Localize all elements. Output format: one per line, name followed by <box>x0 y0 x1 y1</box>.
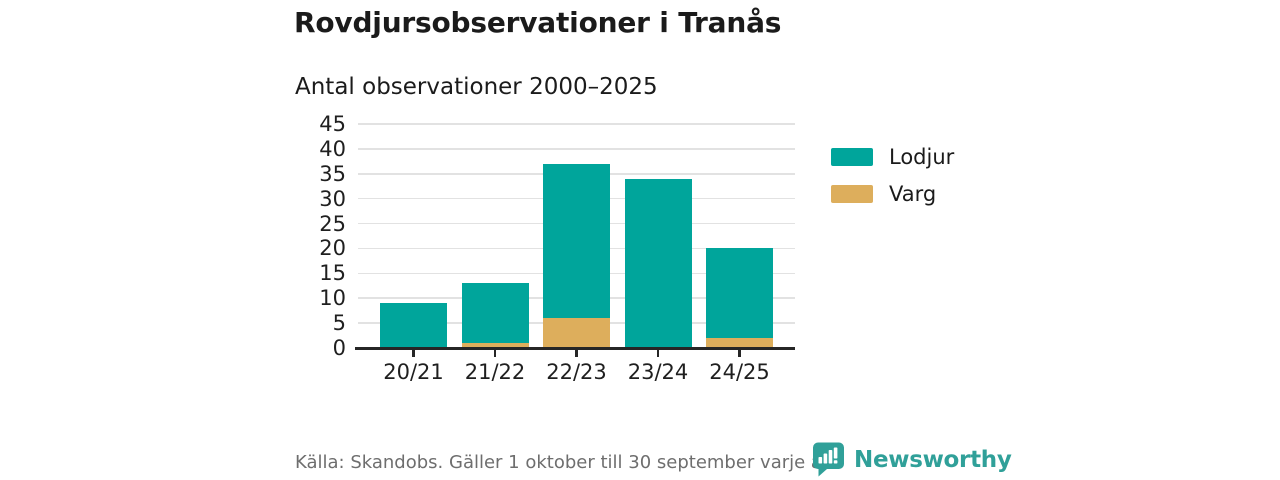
y-axis-tick-label: 5 <box>332 311 346 336</box>
legend-label-varg: Varg <box>889 182 937 206</box>
x-axis-tick <box>412 350 415 357</box>
bar-segment-lodjur-24-25 <box>706 248 773 339</box>
legend-swatch-varg <box>831 185 873 203</box>
chart-legend: Lodjur Varg <box>831 145 954 219</box>
chart-title: Rovdjursobservationer i Tranås <box>294 6 782 39</box>
x-axis-tick <box>738 350 741 357</box>
y-axis-tick-label: 30 <box>319 186 346 211</box>
x-axis-label: 22/23 <box>546 360 607 384</box>
y-axis-tick-label: 25 <box>319 211 346 236</box>
x-axis-tick <box>656 350 660 357</box>
gridline-y45 <box>358 123 795 125</box>
bar-segment-lodjur-22-23 <box>543 163 610 319</box>
source-note: Källa: Skandobs. Gäller 1 oktober till 3… <box>295 452 834 473</box>
legend-label-lodjur: Lodjur <box>889 145 955 169</box>
x-axis-tick <box>493 350 497 357</box>
y-axis-tick-label: 40 <box>319 136 346 161</box>
y-axis-tick-label: 10 <box>319 286 346 311</box>
y-axis-tick-label: 0 <box>332 336 346 360</box>
x-axis-line <box>355 346 795 350</box>
stacked-bar-plot: 0 5 10 15 20 25 30 35 40 45 20/21 21/22 22/23 23/24 24… <box>319 112 795 384</box>
legend-item-lodjur: Lodjur <box>831 145 954 169</box>
bar-segment-varg-24-25 <box>706 338 773 348</box>
y-axis-tick-label: 15 <box>319 261 346 286</box>
bar-segment-lodjur-23-24 <box>624 178 692 348</box>
bar-segment-varg-22-23 <box>543 318 610 348</box>
bar-segment-varg-21-22 <box>461 343 529 348</box>
x-axis-label: 24/25 <box>709 360 770 384</box>
y-axis-tick-label: 35 <box>319 161 346 186</box>
y-axis-tick-label: 20 <box>319 236 346 261</box>
legend-swatch-lodjur <box>831 148 873 166</box>
chart-subtitle: Antal observationer 2000–2025 <box>295 74 658 100</box>
brand-name: Newsworthy <box>854 446 1012 473</box>
bar-segment-lodjur-20-21 <box>380 303 447 348</box>
gridline-y40 <box>358 148 795 150</box>
x-axis-label: 23/24 <box>627 360 689 384</box>
x-axis-label: 21/22 <box>464 360 526 384</box>
newsworthy-logo-link[interactable]: Newsworthy <box>812 442 1012 477</box>
y-axis-tick-label: 45 <box>319 112 346 136</box>
legend-item-varg: Varg <box>831 182 954 206</box>
bar-segment-lodjur-21-22 <box>461 283 529 344</box>
speech-bubble-bar-chart-icon <box>813 442 844 477</box>
x-axis-label: 20/21 <box>383 360 444 384</box>
x-axis-tick <box>575 350 578 357</box>
